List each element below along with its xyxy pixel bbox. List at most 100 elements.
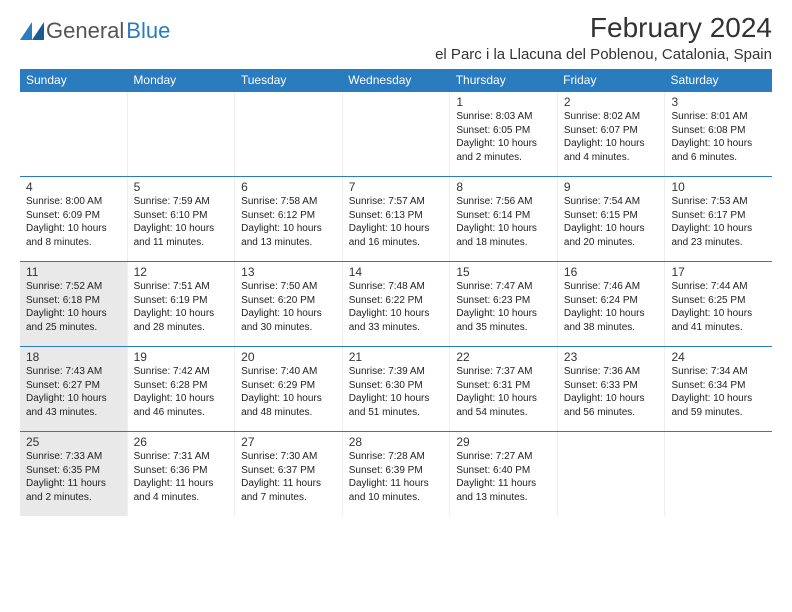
day-info: Sunrise: 7:51 AMSunset: 6:19 PMDaylight:…	[134, 280, 229, 334]
sunrise-text: Sunrise: 7:31 AM	[134, 450, 229, 464]
day-info: Sunrise: 7:48 AMSunset: 6:22 PMDaylight:…	[349, 280, 444, 334]
sunrise-text: Sunrise: 7:47 AM	[456, 280, 551, 294]
calendar-empty-cell	[558, 432, 666, 516]
calendar-header-cell: Sunday	[20, 69, 127, 91]
sunrise-text: Sunrise: 7:53 AM	[671, 195, 766, 209]
day-number: 6	[241, 180, 336, 194]
sunset-text: Sunset: 6:17 PM	[671, 209, 766, 223]
sunrise-text: Sunrise: 7:58 AM	[241, 195, 336, 209]
day-info: Sunrise: 8:00 AMSunset: 6:09 PMDaylight:…	[26, 195, 121, 249]
day-info: Sunrise: 7:57 AMSunset: 6:13 PMDaylight:…	[349, 195, 444, 249]
daylight-text: Daylight: 10 hours and 30 minutes.	[241, 307, 336, 334]
day-info: Sunrise: 7:46 AMSunset: 6:24 PMDaylight:…	[564, 280, 659, 334]
calendar-day-cell: 8Sunrise: 7:56 AMSunset: 6:14 PMDaylight…	[450, 177, 558, 261]
sunrise-text: Sunrise: 7:56 AM	[456, 195, 551, 209]
calendar-empty-cell	[20, 92, 128, 176]
calendar-day-cell: 22Sunrise: 7:37 AMSunset: 6:31 PMDayligh…	[450, 347, 558, 431]
calendar-header-cell: Saturday	[665, 69, 772, 91]
calendar-week-row: 1Sunrise: 8:03 AMSunset: 6:05 PMDaylight…	[20, 91, 772, 176]
sunset-text: Sunset: 6:40 PM	[456, 464, 551, 478]
sunset-text: Sunset: 6:22 PM	[349, 294, 444, 308]
calendar-day-cell: 6Sunrise: 7:58 AMSunset: 6:12 PMDaylight…	[235, 177, 343, 261]
day-number: 16	[564, 265, 659, 279]
day-info: Sunrise: 7:56 AMSunset: 6:14 PMDaylight:…	[456, 195, 551, 249]
day-number: 12	[134, 265, 229, 279]
calendar-day-cell: 24Sunrise: 7:34 AMSunset: 6:34 PMDayligh…	[665, 347, 772, 431]
calendar-day-cell: 26Sunrise: 7:31 AMSunset: 6:36 PMDayligh…	[128, 432, 236, 516]
sunset-text: Sunset: 6:24 PM	[564, 294, 659, 308]
sunset-text: Sunset: 6:39 PM	[349, 464, 444, 478]
daylight-text: Daylight: 10 hours and 35 minutes.	[456, 307, 551, 334]
day-info: Sunrise: 7:52 AMSunset: 6:18 PMDaylight:…	[26, 280, 121, 334]
day-number: 28	[349, 435, 444, 449]
sunset-text: Sunset: 6:35 PM	[26, 464, 121, 478]
daylight-text: Daylight: 11 hours and 10 minutes.	[349, 477, 444, 504]
location: el Parc i la Llacuna del Poblenou, Catal…	[435, 46, 772, 63]
calendar-week-row: 11Sunrise: 7:52 AMSunset: 6:18 PMDayligh…	[20, 261, 772, 346]
daylight-text: Daylight: 11 hours and 13 minutes.	[456, 477, 551, 504]
daylight-text: Daylight: 10 hours and 23 minutes.	[671, 222, 766, 249]
sunset-text: Sunset: 6:19 PM	[134, 294, 229, 308]
title-block: February 2024 el Parc i la Llacuna del P…	[435, 12, 772, 63]
calendar-day-cell: 7Sunrise: 7:57 AMSunset: 6:13 PMDaylight…	[343, 177, 451, 261]
calendar-empty-cell	[128, 92, 236, 176]
calendar-empty-cell	[343, 92, 451, 176]
day-info: Sunrise: 7:53 AMSunset: 6:17 PMDaylight:…	[671, 195, 766, 249]
calendar-week-row: 18Sunrise: 7:43 AMSunset: 6:27 PMDayligh…	[20, 346, 772, 431]
day-info: Sunrise: 7:30 AMSunset: 6:37 PMDaylight:…	[241, 450, 336, 504]
sunset-text: Sunset: 6:07 PM	[564, 124, 659, 138]
sunset-text: Sunset: 6:10 PM	[134, 209, 229, 223]
sunset-text: Sunset: 6:08 PM	[671, 124, 766, 138]
day-info: Sunrise: 7:44 AMSunset: 6:25 PMDaylight:…	[671, 280, 766, 334]
sunrise-text: Sunrise: 7:37 AM	[456, 365, 551, 379]
day-info: Sunrise: 7:50 AMSunset: 6:20 PMDaylight:…	[241, 280, 336, 334]
day-number: 18	[26, 350, 121, 364]
day-number: 9	[564, 180, 659, 194]
calendar-header-cell: Thursday	[450, 69, 557, 91]
day-number: 27	[241, 435, 336, 449]
day-number: 1	[456, 95, 551, 109]
day-info: Sunrise: 8:03 AMSunset: 6:05 PMDaylight:…	[456, 110, 551, 164]
calendar-day-cell: 23Sunrise: 7:36 AMSunset: 6:33 PMDayligh…	[558, 347, 666, 431]
sunset-text: Sunset: 6:13 PM	[349, 209, 444, 223]
sunrise-text: Sunrise: 8:01 AM	[671, 110, 766, 124]
sunset-text: Sunset: 6:37 PM	[241, 464, 336, 478]
sunrise-text: Sunrise: 7:50 AM	[241, 280, 336, 294]
sunrise-text: Sunrise: 8:00 AM	[26, 195, 121, 209]
day-info: Sunrise: 7:28 AMSunset: 6:39 PMDaylight:…	[349, 450, 444, 504]
sunset-text: Sunset: 6:31 PM	[456, 379, 551, 393]
day-number: 23	[564, 350, 659, 364]
calendar-week-row: 4Sunrise: 8:00 AMSunset: 6:09 PMDaylight…	[20, 176, 772, 261]
calendar-day-cell: 3Sunrise: 8:01 AMSunset: 6:08 PMDaylight…	[665, 92, 772, 176]
daylight-text: Daylight: 10 hours and 6 minutes.	[671, 137, 766, 164]
calendar-day-cell: 11Sunrise: 7:52 AMSunset: 6:18 PMDayligh…	[20, 262, 128, 346]
day-number: 15	[456, 265, 551, 279]
daylight-text: Daylight: 10 hours and 18 minutes.	[456, 222, 551, 249]
sunrise-text: Sunrise: 8:03 AM	[456, 110, 551, 124]
sunset-text: Sunset: 6:34 PM	[671, 379, 766, 393]
calendar-day-cell: 14Sunrise: 7:48 AMSunset: 6:22 PMDayligh…	[343, 262, 451, 346]
sunrise-text: Sunrise: 7:51 AM	[134, 280, 229, 294]
day-number: 24	[671, 350, 766, 364]
day-info: Sunrise: 7:47 AMSunset: 6:23 PMDaylight:…	[456, 280, 551, 334]
calendar-header-cell: Monday	[127, 69, 234, 91]
sunset-text: Sunset: 6:27 PM	[26, 379, 121, 393]
sunrise-text: Sunrise: 7:34 AM	[671, 365, 766, 379]
sunrise-text: Sunrise: 8:02 AM	[564, 110, 659, 124]
sunrise-text: Sunrise: 7:36 AM	[564, 365, 659, 379]
logo: GeneralBlue	[20, 18, 170, 44]
sunset-text: Sunset: 6:05 PM	[456, 124, 551, 138]
sunset-text: Sunset: 6:28 PM	[134, 379, 229, 393]
sunrise-text: Sunrise: 7:33 AM	[26, 450, 121, 464]
calendar-day-cell: 21Sunrise: 7:39 AMSunset: 6:30 PMDayligh…	[343, 347, 451, 431]
day-number: 11	[26, 265, 121, 279]
day-info: Sunrise: 7:40 AMSunset: 6:29 PMDaylight:…	[241, 365, 336, 419]
daylight-text: Daylight: 10 hours and 11 minutes.	[134, 222, 229, 249]
calendar-day-cell: 10Sunrise: 7:53 AMSunset: 6:17 PMDayligh…	[665, 177, 772, 261]
daylight-text: Daylight: 10 hours and 2 minutes.	[456, 137, 551, 164]
calendar-day-cell: 29Sunrise: 7:27 AMSunset: 6:40 PMDayligh…	[450, 432, 558, 516]
sunrise-text: Sunrise: 7:52 AM	[26, 280, 121, 294]
daylight-text: Daylight: 10 hours and 20 minutes.	[564, 222, 659, 249]
daylight-text: Daylight: 10 hours and 28 minutes.	[134, 307, 229, 334]
sunset-text: Sunset: 6:29 PM	[241, 379, 336, 393]
